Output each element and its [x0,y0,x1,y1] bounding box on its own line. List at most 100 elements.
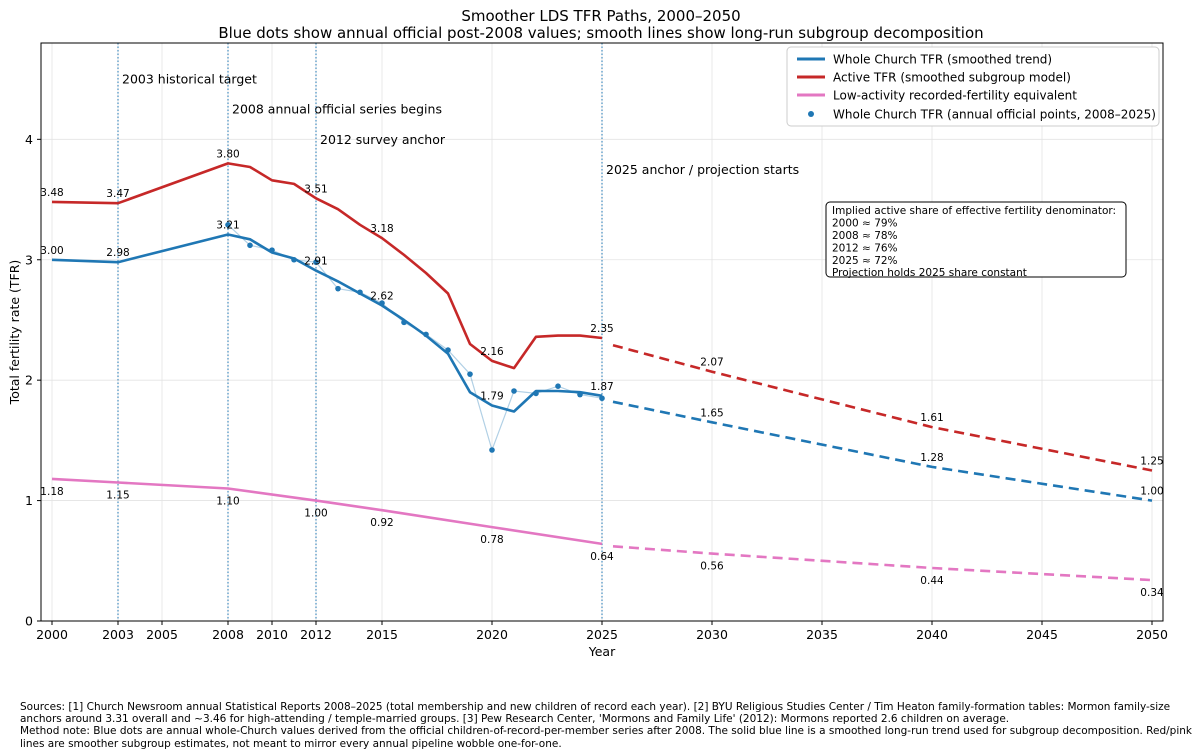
data-label: 1.18 [40,486,63,498]
data-label: 1.79 [480,390,503,402]
data-label: 1.28 [920,452,943,464]
chart-title: Smoother LDS TFR Paths, 2000–2050 [461,7,740,25]
x-tick-label: 2000 [36,627,68,642]
annual-point [335,285,341,292]
x-tick-label: 2050 [1136,627,1168,642]
reference-vline-label: 2025 anchor / projection starts [606,162,799,177]
annotation-line: 2000 ≈ 79% [832,218,898,230]
legend-frame [786,46,1160,127]
annotation-box: Implied active share of effective fertil… [825,201,1127,279]
x-tick-label: 2025 [586,627,618,642]
data-label: 2.91 [304,256,327,268]
y-axis-label: Total fertility rate (TFR) [7,260,22,406]
annotation-box-frame [825,201,1127,278]
footer-method: Method note: Blue dots are annual whole-… [20,725,1192,750]
data-label: 0.56 [700,561,724,573]
x-tick-label: 2045 [1026,627,1058,642]
annual-point [247,242,253,249]
data-label: 3.48 [40,187,63,199]
annual-point [401,319,407,326]
data-label: 1.00 [304,508,327,520]
x-tick-label: 2030 [696,627,728,642]
data-label: 1.65 [700,407,723,419]
series-lines [51,162,1153,582]
annotation-line: 2008 ≈ 78% [832,230,898,242]
annual-point [511,388,517,394]
data-label: 0.44 [920,575,944,587]
annotation-line: 2012 ≈ 76% [832,243,898,255]
annual-point [555,383,561,389]
chart-subtitle: Blue dots show annual official post-2008… [218,24,983,42]
x-tick-label: 2008 [212,627,244,642]
x-axis: 2000 2003 2005 2008 2010 2012 2015 2020 2025 2030… [36,621,1168,642]
y-tick-label: 0 [25,614,33,629]
points [225,222,605,453]
x-tick-label: 2040 [916,627,948,642]
data-label: 0.92 [370,517,393,529]
y-tick-label: 3 [25,252,33,267]
legend-swatch-points [808,111,814,117]
y-axis: 0 1 2 3 4 [25,132,41,629]
annotation-line: Implied active share of effective fertil… [832,205,1116,217]
series-line-low [51,477,603,546]
annotation-line: 2025 ≈ 72% [832,255,898,267]
x-tick-label: 2012 [300,627,332,642]
data-label: 1.25 [1140,455,1163,467]
x-tick-label: 2035 [806,627,838,642]
data-label: 2.62 [370,291,393,303]
data-label: 2.16 [480,346,504,358]
data-label: 1.61 [920,412,943,424]
x-tick-label: 2020 [476,627,508,642]
data-label: 3.47 [106,188,129,200]
data-label: 3.00 [40,245,63,257]
annual-point [577,391,583,398]
projection-line-low [612,545,1153,582]
series-line-active [51,162,603,370]
data-label: 3.21 [216,219,239,231]
annual-point [357,289,363,296]
data-label: 0.34 [1140,587,1164,599]
x-tick-label: 2015 [366,627,398,642]
data-label: 0.78 [480,534,503,546]
legend: Whole Church TFR (smoothed trend) Active… [786,46,1160,127]
x-tick-label: 2003 [102,627,134,642]
x-tick-label: 2010 [256,627,288,642]
annual-point [313,259,319,265]
annual-point [225,222,231,228]
annotation-line: Projection holds 2025 share constant [832,267,1027,279]
reference-vline-label: 2012 survey anchor [320,132,446,147]
projection-line-active [612,343,1153,472]
data-labels: 3.48 3.47 3.80 3.51 3.18 2.16 2.35 2.07 1.61 1.25… [40,148,1164,599]
annual-point [379,300,385,306]
legend-entry: Low-activity recorded-fertility equivale… [833,89,1077,103]
reference-vline-label: 2008 annual official series begins [232,102,442,117]
footer-sources: Sources: [1] Church Newsroom annual Stat… [20,701,1171,726]
x-axis-label: Year [588,644,616,659]
annual-point [291,256,297,263]
annual-point [533,390,539,397]
data-label: 1.00 [1140,486,1163,498]
legend-entry: Whole Church TFR (annual official points… [833,108,1156,122]
legend-entry: Active TFR (smoothed subgroup model) [833,71,1071,85]
annual-point [423,331,429,338]
footer-notes: Sources: [1] Church Newsroom annual Stat… [20,701,1195,750]
data-label: 1.15 [106,490,129,502]
vlines: 2003 historical target 2008 annual offici… [117,43,799,621]
data-label: 1.10 [216,496,239,508]
data-label: 3.80 [216,148,239,160]
y-tick-label: 4 [25,132,33,147]
x-tick-label: 2005 [146,627,178,642]
legend-entry: Whole Church TFR (smoothed trend) [833,53,1052,67]
annual-point [445,347,451,353]
annual-point [489,447,495,453]
data-label: 0.64 [590,551,614,563]
projection-line-whole [612,400,1153,502]
series-line-whole [51,233,603,413]
data-label: 3.51 [304,183,327,195]
data-label: 2.07 [700,357,723,369]
tfr-line-chart: Smoother LDS TFR Paths, 2000–2050 Blue d… [7,7,1168,659]
annual-point [467,371,473,377]
data-label: 2.35 [590,323,613,335]
y-tick-label: 1 [25,493,33,508]
reference-vline-label: 2003 historical target [122,72,257,87]
